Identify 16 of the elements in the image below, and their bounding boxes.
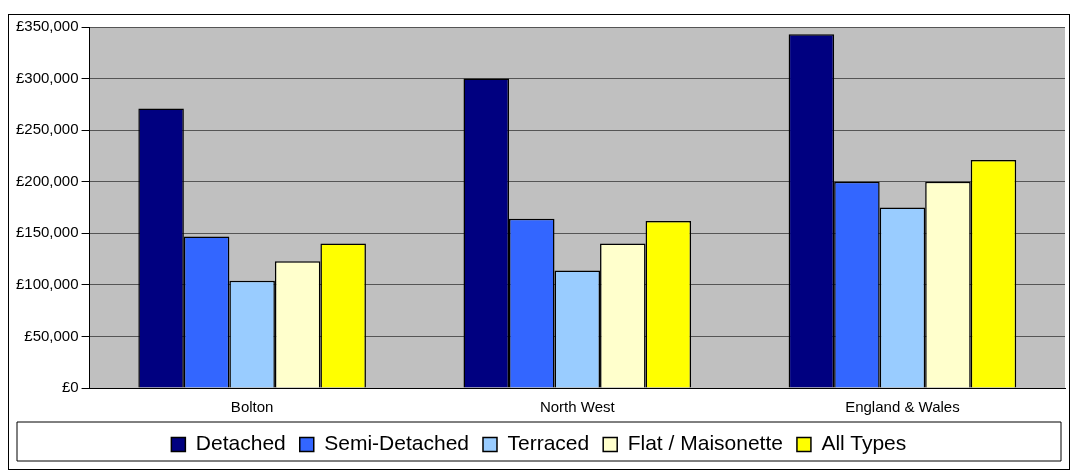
x-tick-label: England & Wales [845,398,960,416]
y-tick-label: £250,000 [15,120,79,138]
legend-label: Detached [195,431,286,455]
x-tick-label: Bolton [230,398,274,416]
y-tick-label: £200,000 [15,171,79,189]
y-tick-label: £150,000 [15,223,79,241]
y-tick-label: £50,000 [24,326,79,344]
y-tick-label: £100,000 [15,275,79,292]
legend-label: All Types [821,431,907,455]
legend-label: Semi-Detached [324,431,469,455]
legend-label: Flat / Maisonette [627,431,783,455]
x-tick-label: North West [539,398,616,416]
legend-label: Terraced [507,431,590,455]
y-tick-label: £0 [61,378,79,396]
y-tick-label: £350,000 [15,17,79,35]
y-tick-label: £300,000 [15,68,79,86]
